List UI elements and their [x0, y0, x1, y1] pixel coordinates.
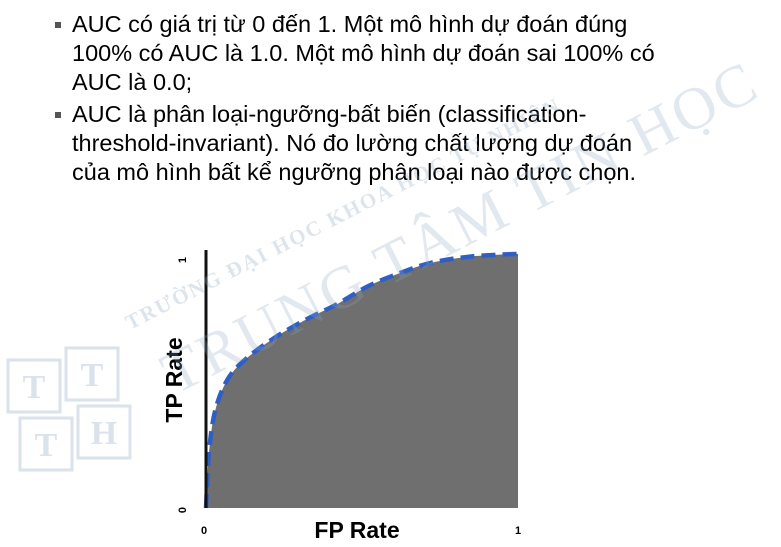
bullet-item: AUC có giá trị từ 0 đến 1. Một mô hình d…: [52, 10, 772, 97]
logo-tile: [18, 416, 74, 472]
logo-letter: T: [35, 427, 58, 464]
bullet-list: AUC có giá trị từ 0 đến 1. Một mô hình d…: [52, 10, 772, 190]
bullet-text: AUC có giá trị từ 0 đến 1. Một mô hình d…: [72, 11, 655, 95]
plot-area: [203, 251, 519, 509]
logo-letter: H: [91, 415, 117, 452]
bullet-text: AUC là phân loại-ngưỡng-bất biến (classi…: [72, 101, 636, 185]
logo-letter: T: [81, 357, 104, 394]
logo-letter: T: [23, 369, 46, 406]
y-axis-label: TP Rate: [161, 337, 187, 422]
roc-curve-line: [203, 251, 519, 509]
square-bullet-icon: [55, 22, 61, 28]
auc-area: [206, 253, 518, 508]
roc-chart: 1 0 0 1 FP Rate TP Rate: [161, 250, 521, 543]
x-tick-label: 0: [201, 525, 207, 537]
logo-tile: [64, 346, 120, 402]
y-tick-label: 0: [177, 507, 189, 513]
square-bullet-icon: [55, 112, 61, 118]
bullet-item: AUC là phân loại-ngưỡng-bất biến (classi…: [52, 100, 772, 187]
logo-tile: [76, 404, 132, 460]
y-tick-label: 1: [177, 257, 189, 263]
logo-tile: [6, 358, 62, 414]
x-axis-label: FP Rate: [314, 517, 399, 543]
x-tick-label: 1: [515, 525, 521, 537]
